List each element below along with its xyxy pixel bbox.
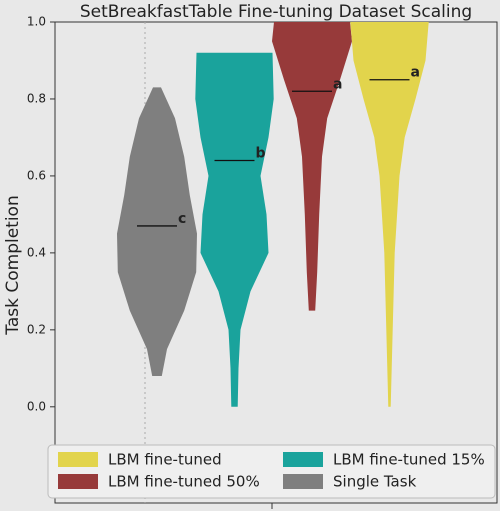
violin: [272, 22, 352, 311]
legend-swatch: [283, 474, 323, 489]
y-tick-label: 1.0: [27, 15, 46, 29]
legend-swatch: [283, 452, 323, 467]
legend-label: Single Task: [333, 473, 417, 491]
violin: [195, 52, 274, 407]
significance-letter: b: [256, 146, 266, 162]
chart-title: SetBreakfastTable Fine-tuning Dataset Sc…: [80, 2, 472, 22]
y-tick-label: 0.2: [27, 322, 46, 336]
violin: [117, 87, 197, 377]
legend-label: LBM fine-tuned 15%: [333, 451, 485, 469]
legend-label: LBM fine-tuned: [108, 451, 222, 469]
y-tick-label: 0.0: [27, 399, 46, 413]
legend: [47, 444, 496, 499]
y-tick-label: 0.4: [27, 245, 46, 259]
violin: [350, 22, 429, 407]
y-tick-label: 0.6: [27, 168, 46, 182]
legend-swatch: [58, 474, 98, 489]
violins: [117, 22, 429, 407]
significance-letter: a: [411, 65, 420, 81]
legend-label: LBM fine-tuned 50%: [108, 473, 260, 491]
significance-letter: c: [178, 211, 186, 227]
y-tick-label: 0.8: [27, 91, 46, 105]
legend-swatch: [58, 452, 98, 467]
significance-letter: a: [333, 76, 342, 92]
y-axis-label: Task Completion: [3, 195, 23, 335]
